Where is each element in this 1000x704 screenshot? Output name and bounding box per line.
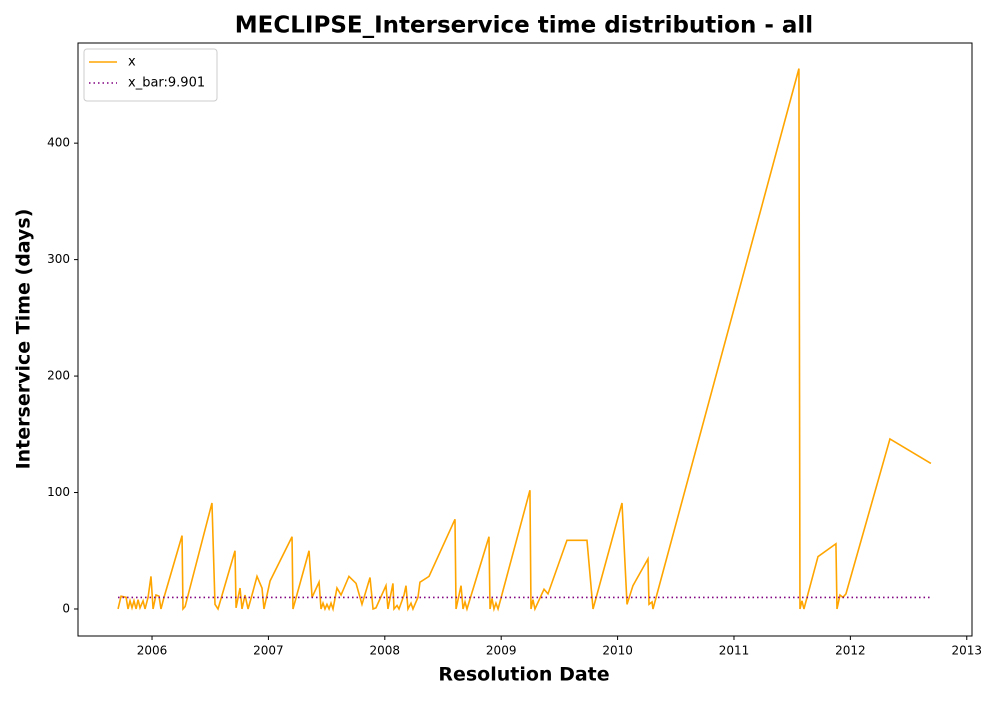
data-line	[117, 68, 932, 613]
legend-box	[83, 48, 218, 102]
y-tick-label: 200	[47, 369, 70, 383]
x-tick-label: 2010	[602, 644, 633, 658]
y-tick-label: 0	[62, 601, 70, 615]
x-axis-label: Resolution Date	[438, 664, 609, 686]
x-tick-label: 2007	[253, 644, 284, 658]
y-tick-label: 100	[47, 485, 70, 499]
plot-frame	[77, 42, 973, 637]
legend-label: x_bar:9.901	[128, 76, 205, 91]
y-axis-label: Interservice Time (days)	[13, 209, 35, 470]
x-tick-label: 2011	[719, 644, 750, 658]
x-tick-label: 2006	[137, 644, 168, 658]
x-tick-label: 2013	[951, 644, 982, 658]
y-tick-label: 300	[47, 252, 70, 266]
legend-label: x	[128, 55, 136, 70]
x-tick-label: 2012	[835, 644, 866, 658]
y-tick-label: 400	[47, 136, 70, 150]
x-tick-label: 2009	[486, 644, 517, 658]
chart-title: MECLIPSE_Interservice time distribution …	[235, 13, 813, 39]
x-tick-label: 2008	[370, 644, 401, 658]
